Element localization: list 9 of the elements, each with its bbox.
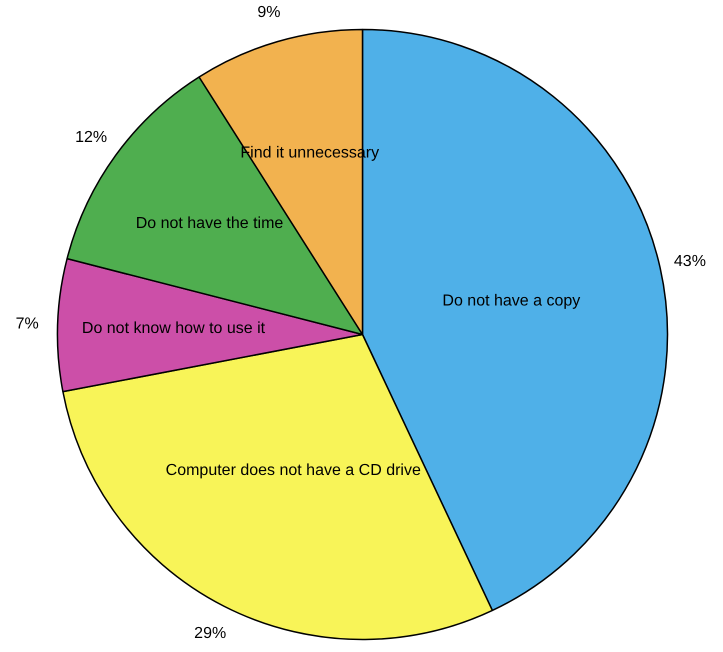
data-label: 9% [257, 4, 280, 21]
data-label: 12% [75, 128, 108, 146]
slice-label: Computer does not have a CD drive [166, 462, 421, 479]
slice-label: Do not have the time [136, 214, 284, 232]
data-label: 7% [16, 315, 39, 332]
data-label: 29% [194, 624, 226, 642]
slice-label: Do not know how to use it [82, 320, 266, 338]
slice-label: Do not have a copy [442, 292, 580, 310]
data-label: 43% [674, 252, 706, 270]
